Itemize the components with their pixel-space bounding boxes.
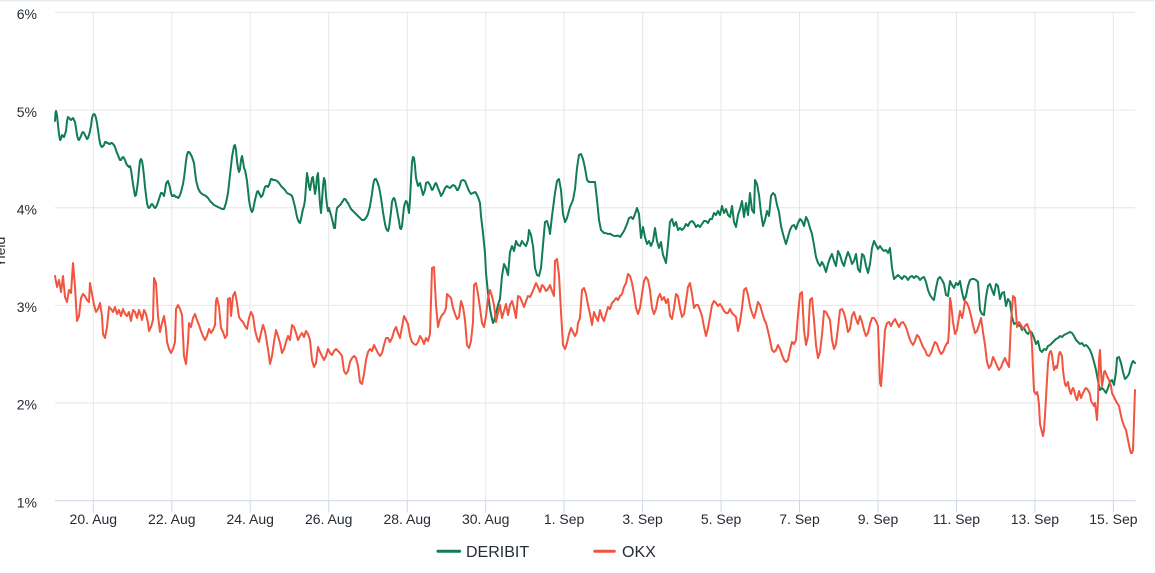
svg-text:9. Sep: 9. Sep — [858, 511, 899, 527]
svg-text:28. Aug: 28. Aug — [383, 511, 431, 527]
svg-text:OKX: OKX — [622, 544, 656, 561]
svg-text:7. Sep: 7. Sep — [779, 511, 820, 527]
svg-text:20. Aug: 20. Aug — [70, 511, 118, 527]
svg-text:1. Sep: 1. Sep — [544, 511, 585, 527]
svg-text:4%: 4% — [17, 201, 37, 217]
svg-text:26. Aug: 26. Aug — [305, 511, 353, 527]
svg-text:6%: 6% — [17, 6, 37, 22]
svg-text:2%: 2% — [17, 397, 37, 413]
svg-text:30. Aug: 30. Aug — [462, 511, 510, 527]
svg-text:3%: 3% — [17, 299, 37, 315]
svg-text:DERIBIT: DERIBIT — [466, 544, 529, 561]
svg-text:5. Sep: 5. Sep — [701, 511, 742, 527]
svg-text:3. Sep: 3. Sep — [622, 511, 663, 527]
svg-text:Yield: Yield — [0, 237, 8, 268]
svg-text:24. Aug: 24. Aug — [226, 511, 274, 527]
svg-text:15. Sep: 15. Sep — [1089, 511, 1137, 527]
svg-text:13. Sep: 13. Sep — [1011, 511, 1059, 527]
svg-text:22. Aug: 22. Aug — [148, 511, 196, 527]
svg-text:11. Sep: 11. Sep — [933, 511, 980, 527]
svg-text:1%: 1% — [17, 494, 37, 510]
svg-text:5%: 5% — [17, 104, 37, 120]
